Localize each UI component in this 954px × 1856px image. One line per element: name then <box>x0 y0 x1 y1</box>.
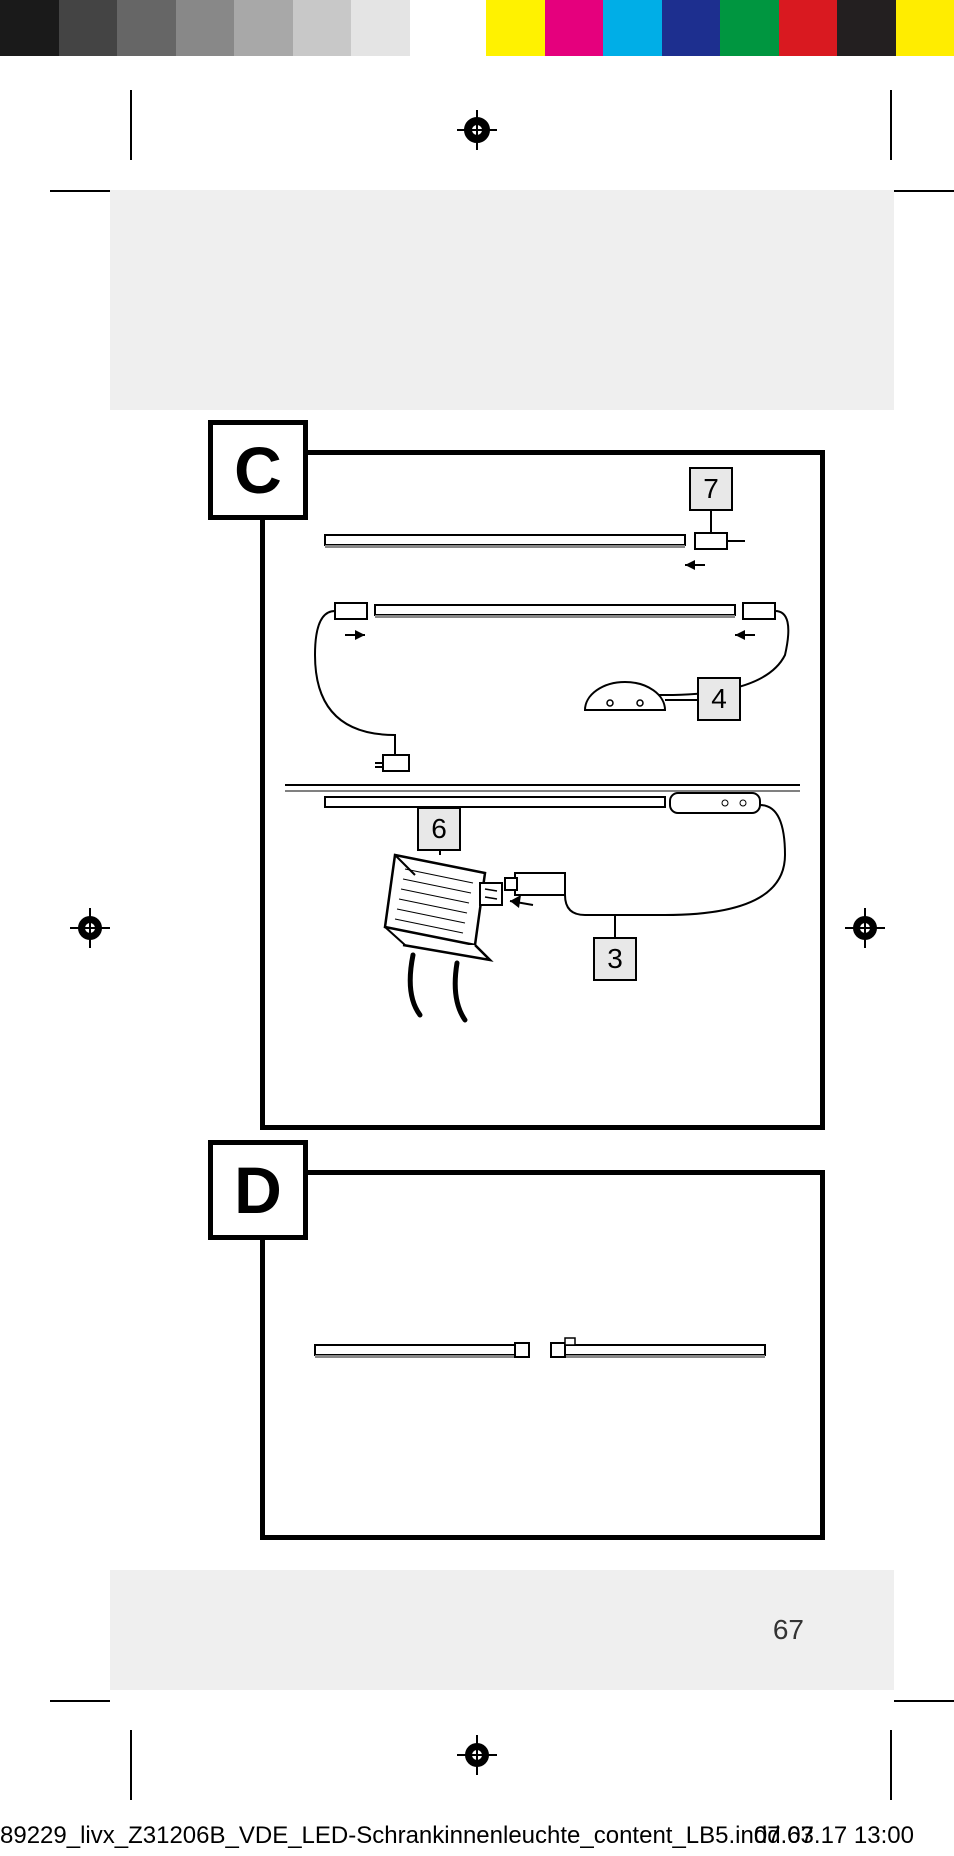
callout-4: 4 <box>697 677 741 721</box>
footer-band: 67 <box>110 1570 894 1690</box>
color-swatch <box>176 0 235 56</box>
callout-label: 7 <box>703 473 719 505</box>
callout-3: 3 <box>593 937 637 981</box>
color-swatch <box>410 0 469 56</box>
color-swatch <box>896 0 954 56</box>
panel-label-d: D <box>208 1140 308 1240</box>
color-swatch <box>59 0 118 56</box>
color-swatch <box>234 0 293 56</box>
color-swatch <box>662 0 721 56</box>
panel-label-text: D <box>234 1152 282 1228</box>
color-calibration-strip <box>0 0 954 56</box>
crop-mark <box>894 190 954 192</box>
registration-mark-right <box>845 908 885 948</box>
panel-label-text: C <box>234 432 282 508</box>
callout-6: 6 <box>417 807 461 851</box>
crop-mark <box>50 1700 110 1702</box>
figure-panel-c: 7 4 6 3 <box>260 450 825 1130</box>
color-swatch <box>293 0 352 56</box>
callout-label: 6 <box>431 813 447 845</box>
footer-filename: 89229_livx_Z31206B_VDE_LED-Schrankinnenl… <box>0 1822 814 1850</box>
color-swatch <box>603 0 662 56</box>
crop-mark <box>130 90 132 160</box>
color-swatch <box>779 0 838 56</box>
registration-mark-top <box>457 110 497 150</box>
crop-mark <box>894 1700 954 1702</box>
color-swatch <box>486 0 545 56</box>
registration-mark-bottom <box>457 1735 497 1775</box>
color-swatch <box>720 0 779 56</box>
color-swatch <box>351 0 410 56</box>
color-swatch <box>545 0 604 56</box>
callout-7: 7 <box>689 467 733 511</box>
callout-label: 3 <box>607 943 623 975</box>
page-number: 67 <box>773 1614 804 1646</box>
color-swatch <box>117 0 176 56</box>
figure-c-illustration <box>265 455 820 1125</box>
crop-mark <box>890 1730 892 1800</box>
crop-mark <box>50 190 110 192</box>
footer-timestamp: 07.03.17 13:00 <box>754 1822 914 1850</box>
callout-label: 4 <box>711 683 727 715</box>
registration-mark-left <box>70 908 110 948</box>
crop-mark <box>130 1730 132 1800</box>
panel-label-c: C <box>208 420 308 520</box>
figure-d-illustration <box>265 1175 820 1535</box>
color-swatch <box>837 0 896 56</box>
color-swatch <box>0 0 59 56</box>
crop-mark <box>890 90 892 160</box>
header-band <box>110 190 894 410</box>
figure-panel-d <box>260 1170 825 1540</box>
